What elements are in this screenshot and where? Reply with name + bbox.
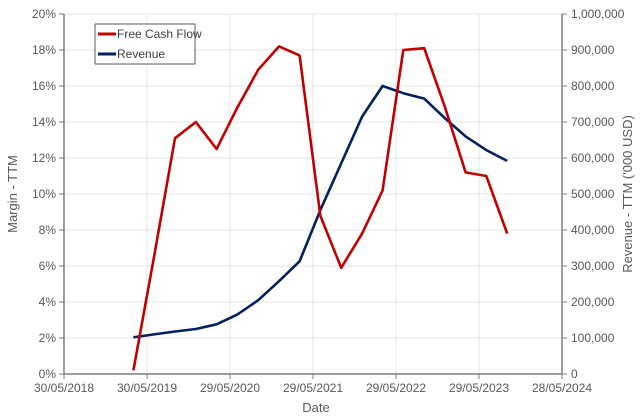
y-right-tick-label: 300,000 bbox=[571, 259, 615, 273]
x-tick-label: 29/05/2021 bbox=[283, 381, 343, 395]
x-tick-label: 29/05/2022 bbox=[366, 381, 426, 395]
y-right-tick-label: 900,000 bbox=[571, 43, 615, 57]
gridlines bbox=[64, 13, 562, 374]
y-left-tick-label: 4% bbox=[39, 295, 57, 309]
y-right-tick-label: 1,000,000 bbox=[571, 7, 625, 21]
y-right-tick-label: 500,000 bbox=[571, 187, 615, 201]
x-tick-label: 29/05/2020 bbox=[200, 381, 260, 395]
series-lines bbox=[132, 45, 509, 371]
y-left-tick-label: 2% bbox=[39, 331, 57, 345]
legend-label-revenue: Revenue bbox=[117, 47, 165, 61]
legend: Free Cash Flow Revenue bbox=[94, 23, 202, 65]
y-right-tick-label: 600,000 bbox=[571, 151, 615, 165]
y-right-tick-label: 100,000 bbox=[571, 331, 615, 345]
x-tick-label: 29/05/2023 bbox=[449, 381, 509, 395]
y-right-tick-label: 0 bbox=[571, 367, 578, 381]
legend-label-fcf: Free Cash Flow bbox=[117, 27, 202, 41]
x-tick-label: 30/05/2019 bbox=[117, 381, 177, 395]
y-left-tick-label: 8% bbox=[39, 223, 57, 237]
y-left-tick-label: 20% bbox=[32, 7, 56, 21]
fcf-margin-line bbox=[132, 45, 509, 371]
y-left-tick-label: 14% bbox=[32, 115, 56, 129]
axes: 0% 0 2% 100,000 4% 200,000 6% 300,000 8% 400,000 1… bbox=[32, 7, 625, 395]
y-right-axis-title: Revenue - TTM ('000 USD) bbox=[620, 115, 635, 273]
y-right-tick-label: 700,000 bbox=[571, 115, 615, 129]
y-right-tick-label: 400,000 bbox=[571, 223, 615, 237]
y-left-axis-title: Margin - TTM bbox=[5, 155, 20, 233]
y-left-tick-label: 6% bbox=[39, 259, 57, 273]
y-left-tick-label: 10% bbox=[32, 187, 56, 201]
x-tick-label: 30/05/2018 bbox=[34, 381, 94, 395]
y-right-tick-label: 800,000 bbox=[571, 79, 615, 93]
y-left-tick-label: 12% bbox=[32, 151, 56, 165]
legend-box bbox=[94, 23, 196, 65]
x-tick-label: 28/05/2024 bbox=[532, 381, 592, 395]
y-left-tick-label: 0% bbox=[39, 367, 57, 381]
y-right-tick-label: 200,000 bbox=[571, 295, 615, 309]
y-left-tick-label: 18% bbox=[32, 43, 56, 57]
y-left-tick-label: 16% bbox=[32, 79, 56, 93]
x-axis-title: Date bbox=[302, 400, 329, 415]
